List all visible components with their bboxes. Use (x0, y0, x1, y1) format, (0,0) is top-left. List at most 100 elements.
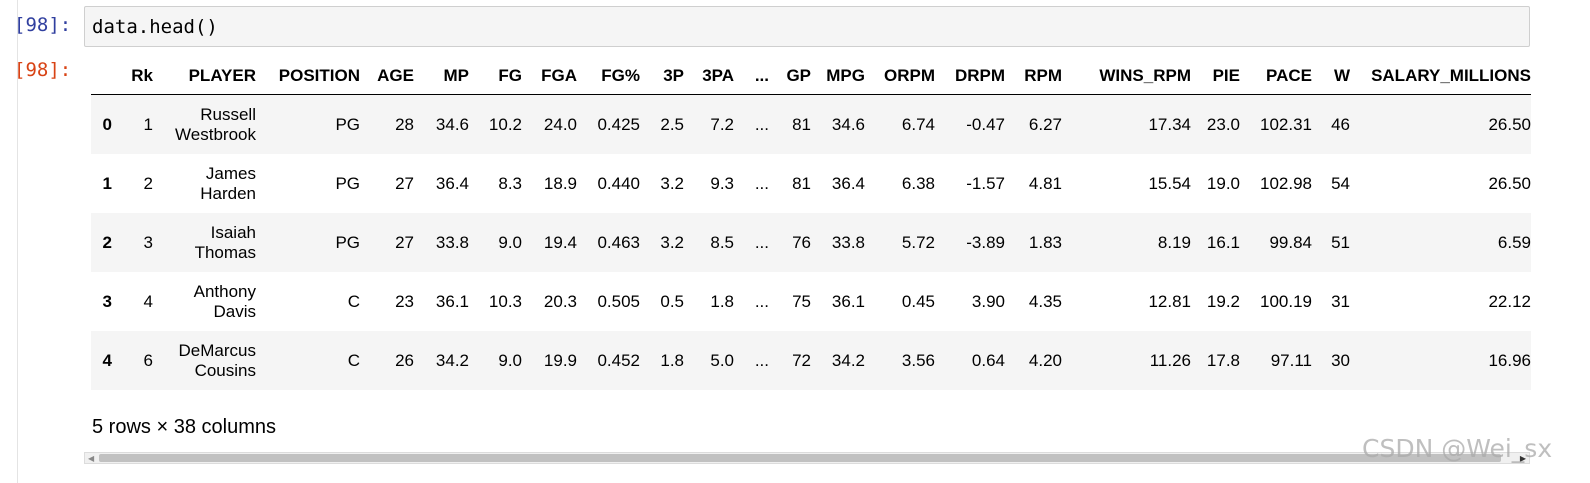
column-header: WINS_RPM (1062, 58, 1191, 95)
table-cell: 10.3 (488, 291, 522, 311)
code-text[interactable]: data.head() (92, 16, 218, 38)
table-cell: 76 (792, 232, 811, 252)
table-cell: -1.57 (966, 173, 1005, 193)
table-row: 3 4 Anthony Davis C 23 36.1 10.3 20.3 0.505 0.5 1.… (91, 272, 1531, 331)
table-cell: 9.3 (710, 173, 734, 193)
table-cell: 2.5 (660, 114, 684, 134)
table-cell: 54 (1331, 173, 1350, 193)
table-cell: ... (754, 173, 769, 193)
table-cell: 51 (1331, 232, 1350, 252)
dataframe-output: Rk PLAYER POSITION AGE MP FG FGA FG% 3P 3PA... GP M… (91, 58, 1531, 393)
table-cell: 99.84 (1269, 232, 1312, 252)
table-cell: 81 (792, 114, 811, 134)
table-cell: 3.2 (660, 232, 684, 252)
table-cell: 27 (395, 173, 414, 193)
row-index: 3 (102, 291, 112, 311)
table-cell: 6.74 (901, 114, 935, 134)
table-cell: ... (754, 350, 769, 370)
output-prompt: [98]: (14, 59, 72, 81)
table-cell: 19.2 (1206, 291, 1240, 311)
column-header: POSITION (256, 58, 360, 95)
table-cell: 1.83 (1028, 232, 1062, 252)
table-cell: DeMarcus Cousins (178, 340, 256, 380)
table-cell: 1 (143, 114, 153, 134)
table-cell: ... (754, 114, 769, 134)
table-cell: 23.0 (1206, 114, 1240, 134)
table-cell: 102.31 (1260, 114, 1312, 134)
table-cell: 34.6 (831, 114, 865, 134)
horizontal-scrollbar[interactable]: ◀ ▶ (84, 452, 1530, 464)
scrollbar-thumb[interactable] (99, 454, 1501, 462)
row-index: 4 (102, 350, 112, 370)
input-prompt: [98]: (14, 14, 72, 36)
table-cell: 5.0 (710, 350, 734, 370)
table-cell: 19.9 (543, 350, 577, 370)
table-cell: 7.2 (710, 114, 734, 134)
table-row: 1 2 James Harden PG 27 36.4 8.3 18.9 0.440 3.2 9.3… (91, 154, 1531, 213)
table-cell: 3.56 (901, 350, 935, 370)
table-cell: 36.1 (435, 291, 469, 311)
table-cell: 20.3 (543, 291, 577, 311)
table-cell: 34.6 (435, 114, 469, 134)
table-cell: -3.89 (966, 232, 1005, 252)
scroll-right-arrow-icon[interactable]: ▶ (1519, 454, 1526, 463)
table-cell: 26 (395, 350, 414, 370)
table-cell: -0.47 (966, 114, 1005, 134)
table-cell: 11.26 (1149, 350, 1191, 370)
table-cell: 0.64 (971, 350, 1005, 370)
table-cell: 19.4 (543, 232, 577, 252)
table-cell: 23 (395, 291, 414, 311)
table-cell: 72 (792, 350, 811, 370)
table-cell: 16.1 (1206, 232, 1240, 252)
column-header: ORPM (865, 58, 935, 95)
column-header: PACE (1240, 58, 1312, 95)
column-header: PLAYER (153, 58, 256, 95)
table-cell: 9.0 (498, 350, 522, 370)
watermark: CSDN @Wei_sx (1362, 434, 1553, 463)
table-cell: PG (335, 173, 360, 193)
table-cell: 0.5 (660, 291, 684, 311)
table-cell: 0.425 (597, 114, 640, 134)
table-cell: Isaiah Thomas (194, 222, 256, 262)
table-cell: 30 (1331, 350, 1350, 370)
table-row: 4 6 DeMarcus Cousins C 26 34.2 9.0 19.9 0.452 1.8… (91, 331, 1531, 390)
table-cell: 19.0 (1206, 173, 1240, 193)
table-cell: 100.19 (1260, 291, 1312, 311)
table-cell: C (347, 291, 360, 311)
table-cell: 27 (395, 232, 414, 252)
column-header: RPM (1005, 58, 1062, 95)
table-cell: 5.72 (901, 232, 935, 252)
table-cell: 16.96 (1488, 350, 1531, 370)
table-cell: Russell Westbrook (175, 104, 256, 144)
table-cell: 6.27 (1028, 114, 1062, 134)
dataframe-table: Rk PLAYER POSITION AGE MP FG FGA FG% 3P 3PA... GP M… (91, 58, 1531, 390)
table-cell: James Harden (200, 163, 256, 203)
table-cell: C (347, 350, 360, 370)
column-header: AGE (360, 58, 414, 95)
table-cell: 34.2 (831, 350, 865, 370)
table-cell: 8.5 (710, 232, 734, 252)
code-input-area[interactable]: data.head() (84, 6, 1530, 47)
table-cell: 4.81 (1028, 173, 1062, 193)
table-cell: 18.9 (543, 173, 577, 193)
column-header: 3P (640, 58, 684, 95)
table-row: 2 3 Isaiah Thomas PG 27 33.8 9.0 19.4 0.463 3.2 8.… (91, 213, 1531, 272)
table-cell: PG (335, 114, 360, 134)
column-header: SALARY_MILLIONS (1350, 58, 1531, 95)
column-header: Rk (112, 58, 153, 95)
table-cell: 46 (1331, 114, 1350, 134)
table-cell: 3 (143, 232, 153, 252)
table-cell: 102.98 (1260, 173, 1312, 193)
dataframe-shape-summary: 5 rows × 38 columns (92, 416, 276, 438)
scroll-left-arrow-icon[interactable]: ◀ (88, 454, 95, 463)
table-cell: 0.463 (597, 232, 640, 252)
table-cell: 26.50 (1488, 114, 1531, 134)
table-cell: 6.59 (1497, 232, 1531, 252)
row-index: 1 (102, 173, 112, 193)
table-cell: 15.54 (1148, 173, 1191, 193)
column-header: MP (414, 58, 469, 95)
table-cell: 24.0 (543, 114, 577, 134)
table-cell: 17.8 (1206, 350, 1240, 370)
column-header: PIE (1191, 58, 1240, 95)
table-cell: 6 (143, 350, 153, 370)
